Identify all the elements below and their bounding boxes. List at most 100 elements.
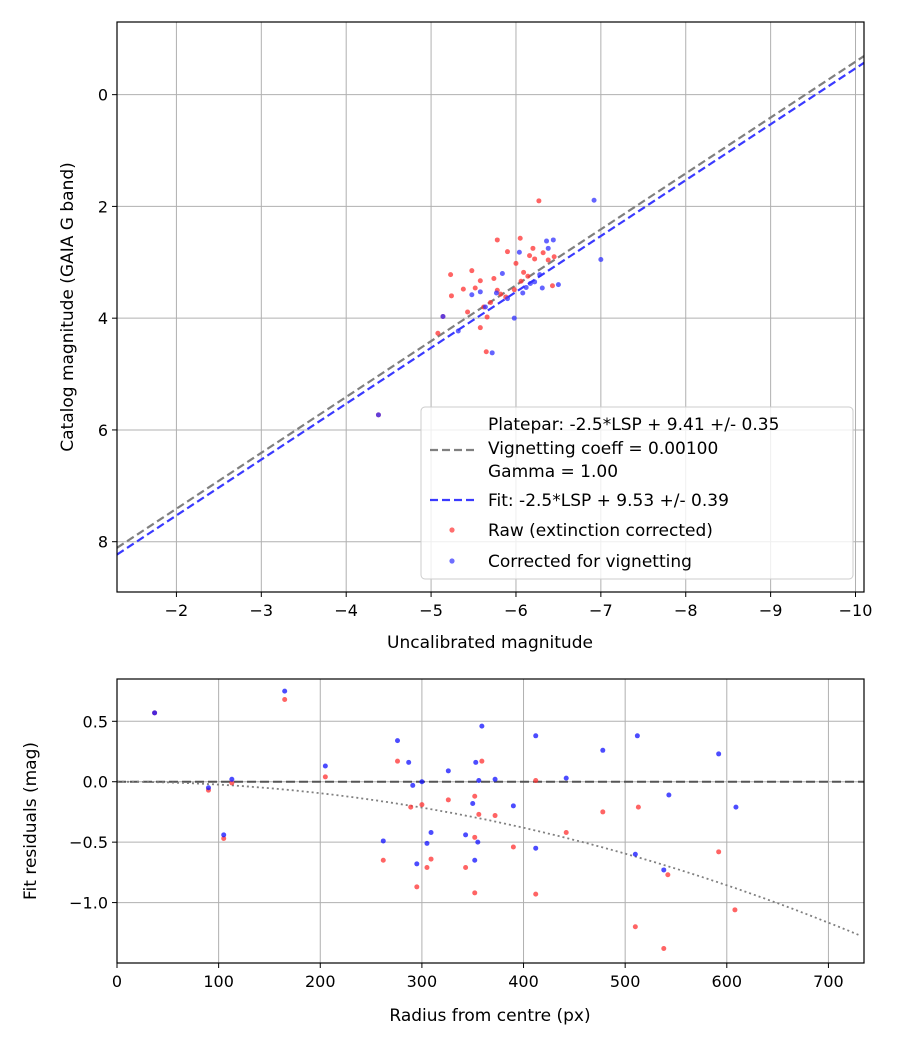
top-raw-point <box>551 254 557 260</box>
bottom-corrected-point <box>428 829 434 835</box>
bottom-corrected-point <box>661 867 667 873</box>
bottom-ytick-label: 0.5 <box>83 712 108 731</box>
top-corrected-point <box>511 315 517 321</box>
bottom-ticks: 0 100 200 300 400 500 600 700 0.5 0.0 −0.5 −1.0 <box>69 712 844 991</box>
top-corrected-point <box>523 284 529 290</box>
bottom-corrected-point <box>563 775 569 781</box>
legend-box <box>420 406 854 580</box>
top-raw-point <box>494 237 500 243</box>
top-corrected-point <box>375 412 381 418</box>
top-raw-point <box>540 250 546 256</box>
top-corrected-point <box>440 314 446 319</box>
bottom-raw-point <box>322 774 328 780</box>
top-raw-point <box>518 278 524 284</box>
legend-fit: Fit: -2.5*LSP + 9.53 +/- 0.39 <box>488 491 729 511</box>
top-corrected-point <box>489 350 495 356</box>
bottom-raw-point <box>463 865 469 871</box>
top-raw-point <box>530 245 536 251</box>
top-xtick-label: −8 <box>674 601 698 620</box>
bottom-corrected-point <box>510 803 516 809</box>
top-corrected-point <box>598 257 604 262</box>
top-corrected-point <box>520 290 526 296</box>
bottom-raw-point <box>600 809 606 815</box>
bottom-corrected-point <box>492 776 498 782</box>
bottom-corrected-point <box>476 778 482 784</box>
bottom-corrected-point <box>229 776 235 782</box>
bottom-corrected-point <box>479 723 485 729</box>
legend-gamma: Gamma = 1.00 <box>488 462 618 482</box>
bottom-corrected-point <box>470 800 476 806</box>
top-raw-point <box>465 309 471 315</box>
bottom-corrected-point <box>414 861 420 867</box>
bottom-ytick-label: −0.5 <box>69 833 108 852</box>
bottom-raw-point <box>476 811 482 817</box>
top-xtick-label: −6 <box>504 601 528 620</box>
bottom-corrected-point <box>475 839 481 845</box>
bottom-reference-lines <box>117 780 864 936</box>
top-corrected-point <box>455 328 461 334</box>
bottom-xtick-label: 500 <box>610 972 641 991</box>
legend-raw: Raw (extinction corrected) <box>488 521 713 541</box>
bottom-raw-point <box>716 849 722 855</box>
bottom-raw-point <box>445 797 451 803</box>
bottom-raw-point <box>510 844 516 850</box>
top-ytick-label: 2 <box>98 197 108 216</box>
top-corrected-point <box>469 292 475 298</box>
bottom-corrected-point <box>533 845 539 851</box>
top-raw-point <box>477 325 483 331</box>
top-corrected-point <box>516 249 522 255</box>
top-corrected-point <box>482 304 488 310</box>
top-raw-point <box>498 291 504 297</box>
bottom-corrected-point <box>533 733 539 739</box>
top-raw-point <box>536 198 542 204</box>
bottom-raw-point <box>282 697 288 703</box>
bottom-points <box>152 688 739 951</box>
top-raw-point <box>525 273 531 279</box>
bottom-corrected-point <box>406 759 412 765</box>
bottom-axes-frame <box>116 678 865 964</box>
bottom-raw-point <box>492 813 498 819</box>
bottom-raw-point <box>408 804 414 810</box>
bottom-xtick-label: 600 <box>712 972 743 991</box>
legend-corrected: Corrected for vignetting <box>488 552 692 572</box>
top-corrected-point <box>544 238 550 244</box>
top-corrected-point <box>591 197 597 203</box>
bottom-corrected-point <box>473 759 479 765</box>
bottom-ytick-label: 0.0 <box>83 773 108 792</box>
bottom-raw-point <box>380 857 386 863</box>
top-corrected-point <box>532 279 538 285</box>
legend-platepar: Platepar: -2.5*LSP + 9.41 +/- 0.35 <box>488 415 779 435</box>
bottom-y-axis-label: Fit residuals (mag) <box>21 742 41 900</box>
top-raw-point <box>488 300 493 306</box>
top-raw-point <box>504 249 510 255</box>
bottom-xtick-label: 700 <box>813 972 844 991</box>
top-fit-line <box>117 61 864 556</box>
bottom-raw-point <box>661 945 667 951</box>
bottom-raw-point <box>419 802 425 808</box>
top-raw-point <box>483 349 489 355</box>
bottom-raw-point <box>472 834 478 840</box>
bottom-xtick-label: 0 <box>112 972 122 991</box>
bottom-corrected-point <box>221 832 227 838</box>
bottom-raw-point <box>563 829 569 835</box>
bottom-corrected-point <box>472 857 478 863</box>
top-xtick-label: −3 <box>250 601 274 620</box>
top-raw-point <box>545 257 551 263</box>
top-raw-point <box>448 272 454 278</box>
bottom-corrected-point <box>445 768 451 774</box>
legend-vignetting: Vignetting coeff = 0.00100 <box>488 439 718 459</box>
top-corrected-point <box>504 296 510 302</box>
top-raw-point <box>511 287 517 293</box>
top-ticks: −2 −3 −4 −5 −6 −7 −8 −9 −10 0 2 4 6 8 <box>98 86 873 620</box>
top-raw-point <box>477 278 483 284</box>
bottom-corrected-point <box>733 804 739 810</box>
bottom-raw-point <box>533 778 539 784</box>
legend-raw-marker <box>449 527 455 533</box>
bottom-xtick-label: 100 <box>203 972 234 991</box>
top-raw-point <box>469 268 475 274</box>
top-raw-point <box>521 269 527 275</box>
top-corrected-point <box>537 272 543 278</box>
bottom-corrected-point <box>380 838 386 844</box>
top-corrected-point <box>499 270 505 276</box>
